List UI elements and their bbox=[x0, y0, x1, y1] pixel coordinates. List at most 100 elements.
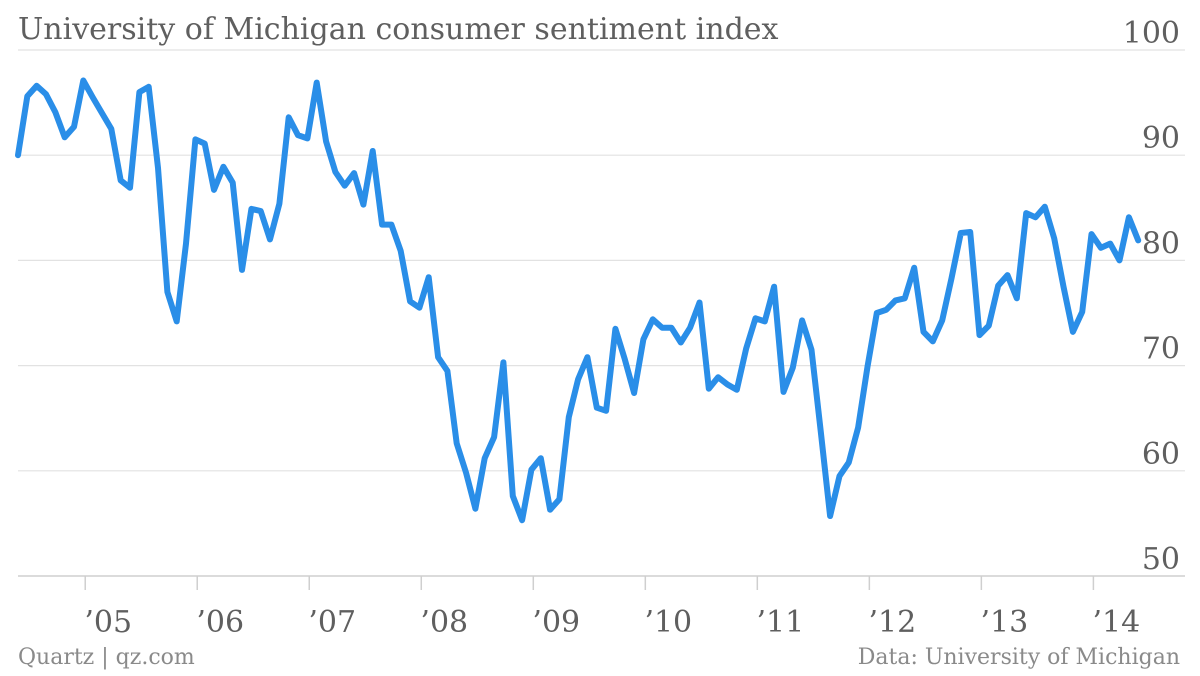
data-point bbox=[1005, 273, 1010, 278]
data-point bbox=[240, 267, 245, 272]
data-point bbox=[342, 183, 347, 188]
y-tick-label: 60 bbox=[1142, 437, 1180, 472]
series-group bbox=[15, 77, 1142, 524]
data-point bbox=[212, 187, 217, 192]
data-point bbox=[510, 494, 515, 499]
x-tick-label: ’07 bbox=[308, 605, 356, 640]
y-tick-label: 50 bbox=[1142, 542, 1180, 577]
data-point bbox=[1136, 238, 1141, 243]
data-point bbox=[986, 323, 991, 328]
data-point bbox=[249, 206, 254, 211]
data-point bbox=[44, 92, 49, 97]
data-point bbox=[361, 202, 366, 207]
data-point bbox=[921, 329, 926, 334]
x-axis: ’05 ’06 ’07 ’08 ’09 ’10 ’11 ’12 ’13 ’14 bbox=[84, 576, 1140, 640]
data-point bbox=[529, 467, 534, 472]
data-point bbox=[165, 289, 170, 294]
data-point bbox=[202, 141, 207, 146]
data-point bbox=[268, 237, 273, 242]
data-point bbox=[660, 325, 665, 330]
data-point bbox=[1052, 236, 1057, 241]
data-point bbox=[1080, 309, 1085, 314]
data-point bbox=[902, 296, 907, 301]
data-point bbox=[1042, 204, 1047, 209]
data-point bbox=[996, 283, 1001, 288]
data-point bbox=[1014, 296, 1019, 301]
data-point bbox=[380, 222, 385, 227]
data-point bbox=[1033, 215, 1038, 220]
data-point bbox=[72, 124, 77, 129]
data-point bbox=[678, 340, 683, 345]
data-point bbox=[641, 337, 646, 342]
data-point bbox=[454, 441, 459, 446]
data-point bbox=[333, 170, 338, 175]
data-point bbox=[753, 316, 758, 321]
data-point bbox=[669, 325, 674, 330]
data-point bbox=[566, 415, 571, 420]
data-point bbox=[949, 276, 954, 281]
data-point bbox=[324, 139, 329, 144]
data-point bbox=[912, 265, 917, 270]
y-tick-label: 100 bbox=[1123, 16, 1180, 51]
data-point bbox=[1126, 215, 1131, 220]
x-tick-label: ’08 bbox=[420, 605, 468, 640]
data-point bbox=[594, 405, 599, 410]
data-point bbox=[632, 390, 637, 395]
data-point bbox=[800, 318, 805, 323]
data-point bbox=[884, 307, 889, 312]
footer-credit: Quartz | qz.com bbox=[18, 645, 195, 670]
data-point bbox=[940, 318, 945, 323]
x-tick-label: ’14 bbox=[1093, 605, 1141, 640]
x-tick-label: ’06 bbox=[196, 605, 244, 640]
data-point bbox=[16, 153, 21, 158]
data-point bbox=[772, 284, 777, 289]
data-point bbox=[977, 333, 982, 338]
data-point bbox=[137, 90, 142, 95]
data-point bbox=[501, 360, 506, 365]
data-point bbox=[1024, 211, 1029, 216]
chart-title: University of Michigan consumer sentimen… bbox=[18, 12, 779, 47]
data-point bbox=[25, 94, 30, 99]
data-point bbox=[781, 389, 786, 394]
data-point bbox=[193, 137, 198, 142]
data-point bbox=[492, 435, 497, 440]
data-point bbox=[417, 305, 422, 310]
data-point bbox=[62, 135, 67, 140]
data-point bbox=[286, 115, 291, 120]
data-point bbox=[846, 460, 851, 465]
data-point bbox=[230, 180, 235, 185]
data-point bbox=[837, 474, 842, 479]
data-point bbox=[809, 347, 814, 352]
data-point bbox=[734, 387, 739, 392]
data-point bbox=[576, 377, 581, 382]
x-tick-label: ’12 bbox=[868, 605, 916, 640]
data-point bbox=[146, 84, 151, 89]
gridlines bbox=[18, 49, 1185, 577]
data-point bbox=[464, 470, 469, 475]
data-point bbox=[128, 185, 133, 190]
data-point bbox=[156, 165, 161, 170]
data-point bbox=[716, 375, 721, 380]
data-point bbox=[828, 514, 833, 519]
data-point bbox=[314, 80, 319, 85]
data-point bbox=[790, 365, 795, 370]
data-point bbox=[548, 507, 553, 512]
data-point bbox=[818, 429, 823, 434]
data-point bbox=[81, 78, 86, 83]
data-point bbox=[473, 506, 478, 511]
data-point bbox=[408, 299, 413, 304]
data-point bbox=[968, 229, 973, 234]
data-point bbox=[557, 497, 562, 502]
data-point bbox=[370, 148, 375, 153]
data-point bbox=[874, 311, 879, 316]
data-point bbox=[706, 386, 711, 391]
data-point bbox=[53, 110, 58, 115]
data-point bbox=[1117, 258, 1122, 263]
data-point bbox=[856, 425, 861, 430]
data-point bbox=[445, 368, 450, 373]
data-point bbox=[520, 518, 525, 523]
y-tick-label: 80 bbox=[1142, 226, 1180, 261]
data-point bbox=[221, 164, 226, 169]
